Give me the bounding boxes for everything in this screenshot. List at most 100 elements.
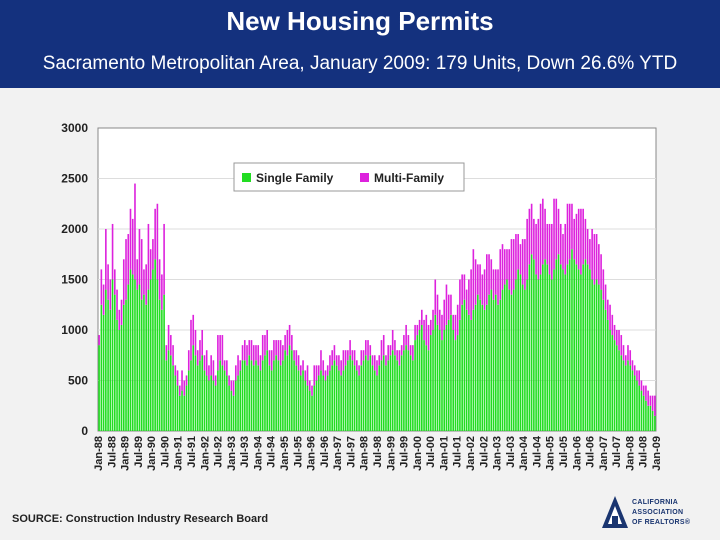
legend-swatch-multi-family: [360, 173, 369, 182]
bar-single-family: [521, 284, 524, 431]
bar-multi-family: [598, 244, 600, 285]
x-tick-label: Jan-07: [598, 436, 610, 471]
bar-single-family: [427, 350, 430, 431]
bar-multi-family: [246, 345, 248, 366]
bar-multi-family: [326, 365, 329, 376]
bar-multi-family: [479, 264, 481, 300]
bar-multi-family: [102, 284, 105, 315]
bar-single-family: [353, 365, 356, 431]
bar-single-family: [546, 264, 549, 431]
bar-single-family: [600, 289, 602, 431]
bar-multi-family: [176, 370, 179, 386]
bar-single-family: [607, 319, 609, 431]
bar-multi-family: [232, 380, 235, 396]
bar-single-family: [571, 249, 573, 431]
bar-multi-family: [472, 249, 475, 310]
bar-single-family: [183, 395, 186, 431]
bar-multi-family: [183, 380, 186, 396]
bar-multi-family: [217, 335, 219, 371]
bar-single-family: [566, 264, 569, 431]
page-title: New Housing Permits: [226, 6, 494, 36]
bar-multi-family: [445, 284, 448, 325]
bar-multi-family: [434, 279, 437, 315]
logo-line-3: OF REALTORS®: [632, 519, 691, 526]
bar-multi-family: [308, 380, 311, 391]
bar-single-family: [441, 340, 443, 431]
bar-multi-family: [313, 365, 316, 386]
bar-multi-family: [620, 335, 623, 356]
bar-multi-family: [604, 284, 607, 310]
bar-multi-family: [367, 340, 369, 361]
bar-multi-family: [452, 314, 454, 330]
bar-single-family: [145, 304, 147, 431]
bar-multi-family: [295, 350, 298, 366]
bar-single-family: [250, 360, 253, 431]
bar-multi-family: [591, 229, 593, 280]
bar-multi-family: [210, 355, 212, 376]
bar-single-family: [367, 360, 369, 431]
bar-single-family: [403, 350, 405, 431]
bar-single-family: [591, 279, 593, 431]
bar-multi-family: [575, 213, 578, 265]
bar-single-family: [459, 319, 461, 431]
bar-multi-family: [542, 198, 544, 265]
bar-single-family: [416, 335, 419, 431]
bar-multi-family: [555, 198, 558, 260]
bar-multi-family: [131, 218, 134, 275]
bar-multi-family: [412, 345, 414, 361]
bar-multi-family: [497, 269, 499, 305]
bar-single-family: [575, 264, 578, 431]
bar-single-family: [380, 360, 383, 431]
bar-multi-family: [304, 370, 307, 381]
bars-group: [98, 183, 656, 431]
bar-single-family: [369, 355, 372, 431]
bar-multi-family: [544, 208, 546, 260]
bar-single-family: [192, 345, 195, 431]
bar-multi-family: [609, 304, 611, 330]
bar-multi-family: [261, 335, 264, 361]
x-tick-label: Jan-00: [412, 436, 424, 471]
bar-single-family: [389, 355, 392, 431]
bar-multi-family: [615, 330, 618, 346]
bar-multi-family: [129, 208, 132, 270]
bar-single-family: [344, 365, 347, 431]
bar-single-family: [102, 314, 105, 431]
bar-single-family: [642, 395, 645, 431]
x-tick-label: Jan-95: [279, 436, 291, 471]
bar-single-family: [351, 360, 354, 431]
bar-multi-family: [607, 299, 609, 320]
bar-multi-family: [270, 350, 273, 371]
bar-multi-family: [156, 203, 159, 280]
bar-multi-family: [371, 355, 374, 366]
bar-single-family: [515, 279, 517, 431]
x-tick-label: Jul-92: [213, 436, 225, 468]
bar-multi-family: [185, 375, 188, 386]
x-tick-label: Jan-99: [385, 436, 397, 471]
bar-single-family: [335, 365, 338, 431]
bar-multi-family: [239, 360, 242, 371]
bar-multi-family: [553, 198, 555, 270]
bar-multi-family: [519, 244, 522, 275]
bar-multi-family: [492, 269, 495, 300]
bar-single-family: [474, 304, 477, 431]
bar-single-family: [481, 304, 484, 431]
logo-line-2: ASSOCIATION: [632, 509, 684, 516]
bar-multi-family: [602, 269, 605, 300]
bar-single-family: [275, 355, 277, 431]
bar-multi-family: [425, 314, 428, 346]
legend: Single Family Multi-Family: [233, 162, 465, 192]
bar-multi-family: [622, 345, 625, 361]
bar-single-family: [557, 254, 560, 431]
bar-single-family: [246, 365, 248, 431]
bar-single-family: [647, 405, 649, 431]
bar-single-family: [315, 380, 318, 431]
bar-single-family: [199, 360, 201, 431]
bar-multi-family: [584, 218, 587, 260]
bar-multi-family: [100, 269, 103, 305]
bar-multi-family: [178, 385, 181, 396]
bar-multi-family: [474, 259, 477, 305]
x-tick-label: Jul-94: [266, 435, 278, 468]
bar-single-family: [194, 355, 197, 431]
bar-single-family: [432, 330, 434, 431]
bar-single-family: [167, 350, 170, 431]
